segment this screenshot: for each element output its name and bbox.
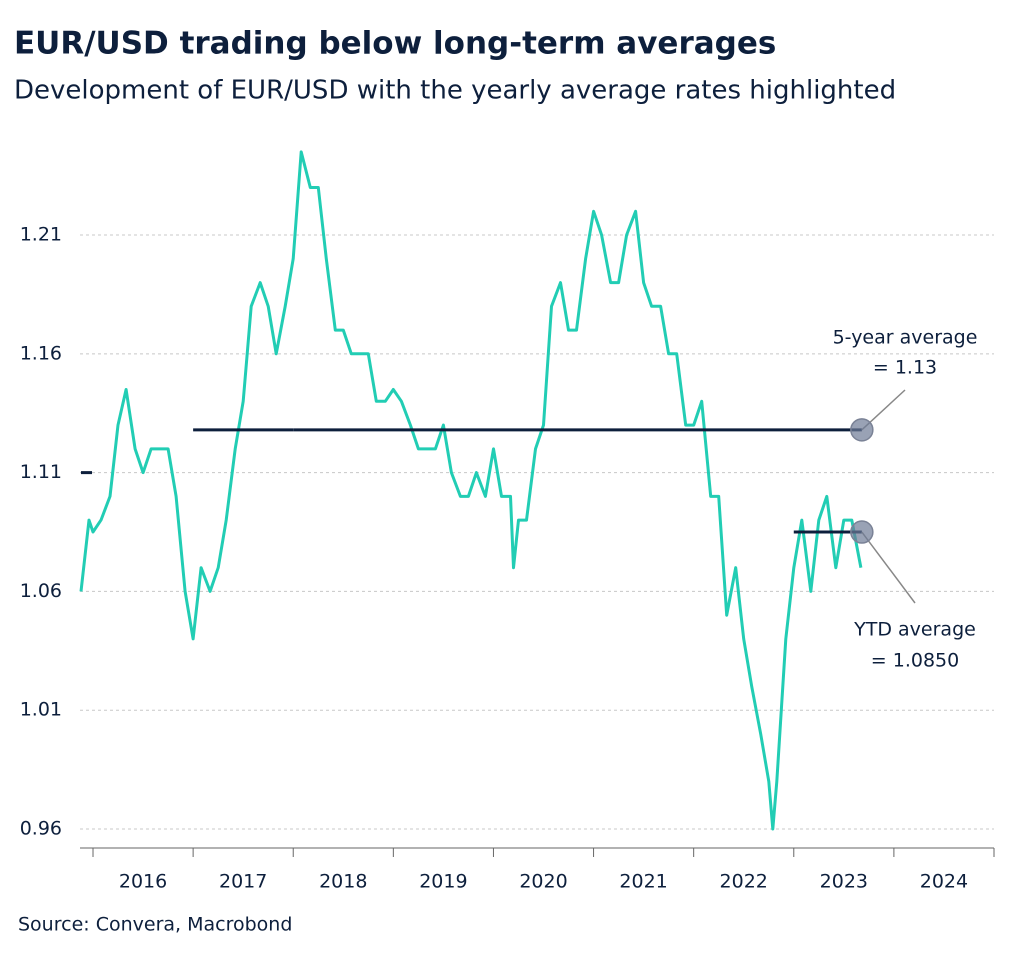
y-tick-label: 1.06: [20, 580, 62, 602]
annotation-text: YTD average: [853, 619, 976, 641]
annotation-text: = 1.13: [873, 357, 937, 379]
x-tick-label: 2020: [519, 871, 567, 893]
source: Source: Convera, Macrobond: [18, 914, 292, 936]
x-tick-label: 2021: [619, 871, 667, 893]
x-tick-label: 2022: [720, 871, 768, 893]
x-tick-label: 2018: [319, 871, 367, 893]
y-tick-label: 1.21: [20, 224, 62, 246]
x-tick-label: 2019: [419, 871, 467, 893]
callout-leader: [861, 531, 916, 604]
x-tick-label: 2016: [119, 871, 167, 893]
x-tick-label: 2023: [820, 871, 868, 893]
annotation-text: 5-year average: [833, 327, 978, 349]
x-tick-label: 2024: [920, 871, 968, 893]
x-tick-label: 2017: [219, 871, 267, 893]
y-tick-label: 1.11: [20, 461, 62, 483]
y-tick-label: 1.16: [20, 342, 62, 364]
annotation-text: = 1.0850: [871, 650, 959, 672]
callout-marker: [850, 520, 874, 544]
chart-title: EUR/USD trading below long-term averages: [14, 26, 776, 62]
chart-subtitle: Development of EUR/USD with the yearly a…: [14, 76, 896, 106]
y-tick-label: 1.01: [20, 699, 62, 721]
callout-marker: [850, 418, 874, 442]
y-tick-label: 0.96: [20, 817, 62, 839]
price-line: [79, 150, 863, 831]
